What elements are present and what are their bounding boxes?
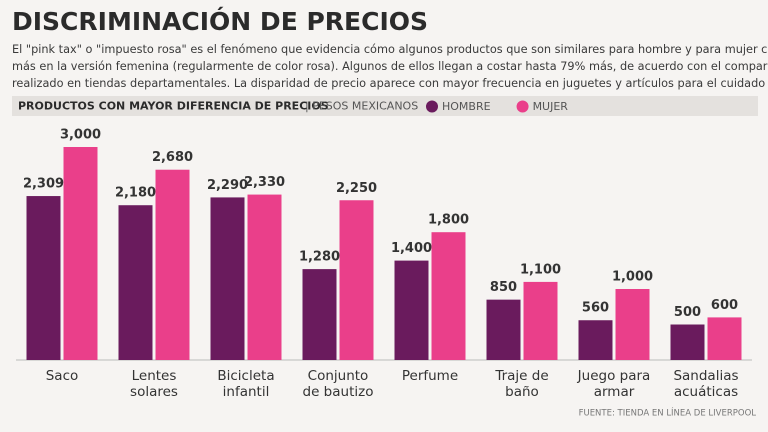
value-label: 1,000 (612, 270, 653, 285)
value-label: 2,309 (23, 177, 64, 192)
bar (26, 196, 61, 360)
bar (155, 169, 190, 360)
value-label: 1,100 (520, 262, 561, 277)
bar (302, 269, 337, 360)
bar (431, 232, 466, 360)
value-label: 2,250 (336, 181, 377, 196)
value-label: 2,180 (115, 186, 156, 201)
value-label: 500 (674, 305, 701, 320)
x-tick-label: Conjunto de bautizo (303, 368, 374, 400)
bar (63, 147, 98, 360)
bar (247, 194, 282, 360)
bar (615, 289, 650, 360)
bar (523, 281, 558, 360)
value-label: 1,800 (428, 213, 469, 228)
units: | PESOS MEXICANOS (305, 100, 418, 113)
legend-label: MUJER (533, 100, 569, 113)
x-tick-label: Juego para armar (577, 368, 651, 400)
description-line: realizado en tiendas departamentales. La… (12, 77, 768, 90)
x-tick-label: Lentes solares (130, 368, 178, 400)
bar (486, 299, 521, 360)
source: FUENTE: TIENDA EN LÍNEA DE LIVERPOOL (579, 407, 757, 419)
bar (210, 197, 245, 360)
bar (670, 324, 705, 360)
description-line: El "pink tax" o "impuesto rosa" es el fe… (12, 43, 768, 56)
x-tick-label: Sandalias acuáticas (673, 368, 738, 400)
value-label: 2,680 (152, 150, 193, 165)
description-line: más en la versión femenina (regularmente… (12, 60, 768, 73)
value-label: 2,330 (244, 175, 285, 190)
legend-swatch (426, 100, 438, 113)
value-label: 600 (711, 298, 738, 313)
bar (578, 320, 613, 360)
x-tick-label: Perfume (402, 368, 458, 384)
value-label: 850 (490, 280, 517, 295)
x-tick-label: Traje de baño (494, 368, 548, 400)
x-tick-label: Saco (46, 368, 79, 384)
value-label: 560 (582, 301, 609, 316)
bar (339, 200, 374, 360)
subtitle: PRODUCTOS CON MAYOR DIFERENCIA DE PRECIO… (18, 100, 329, 113)
value-label: 1,280 (299, 250, 340, 265)
legend-label: HOMBRE (442, 100, 491, 113)
bar (394, 260, 429, 360)
value-label: 1,400 (391, 241, 432, 256)
subtitle-band (12, 96, 758, 116)
value-label: 2,290 (207, 178, 248, 193)
value-label: 3,000 (60, 128, 101, 143)
chart-title: DISCRIMINACIÓN DE PRECIOS (12, 6, 428, 36)
legend-swatch (516, 100, 529, 113)
bar (707, 317, 742, 360)
x-tick-label: Bicicleta infantil (217, 368, 274, 400)
bar (118, 205, 153, 360)
